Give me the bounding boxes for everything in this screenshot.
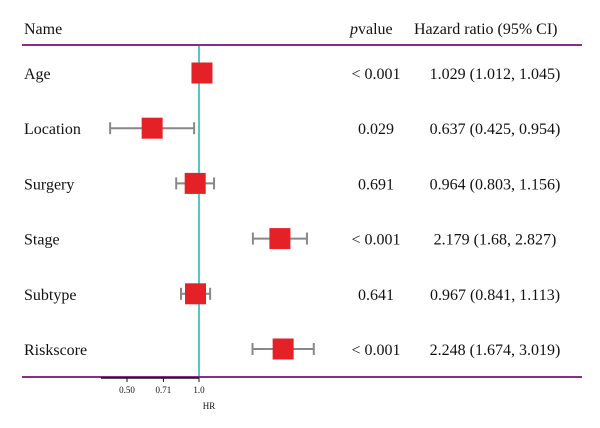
row-riskscore: Riskscore < 0.001 2.248 (1.674, 3.019) bbox=[24, 338, 561, 360]
row-pvalue: 0.641 bbox=[358, 287, 394, 304]
row-pvalue: 0.029 bbox=[358, 121, 394, 138]
row-pvalue: < 0.001 bbox=[351, 342, 400, 359]
header-name: Name bbox=[24, 21, 62, 38]
rows-group: Age < 0.001 1.029 (1.012, 1.045) Location 0.… bbox=[24, 62, 561, 360]
row-hazard-ratio: 0.967 (0.841, 1.113) bbox=[430, 287, 560, 304]
row-name: Stage bbox=[24, 232, 60, 249]
hr-marker bbox=[269, 228, 291, 250]
row-surgery: Surgery 0.691 0.964 (0.803, 1.156) bbox=[24, 172, 561, 194]
row-hazard-ratio: 1.029 (1.012, 1.045) bbox=[430, 66, 561, 83]
row-subtype: Subtype 0.641 0.967 (0.841, 1.113) bbox=[24, 283, 560, 305]
x-axis-label: HR bbox=[203, 401, 216, 411]
hr-marker bbox=[191, 62, 213, 84]
x-tick-label: 0.50 bbox=[119, 385, 135, 395]
hr-marker bbox=[272, 338, 294, 360]
row-name: Riskscore bbox=[24, 342, 87, 359]
x-tick-label: 0.71 bbox=[156, 385, 172, 395]
row-age: Age < 0.001 1.029 (1.012, 1.045) bbox=[24, 62, 561, 84]
hr-marker bbox=[184, 172, 206, 194]
row-name: Subtype bbox=[24, 287, 76, 304]
row-hazard-ratio: 0.964 (0.803, 1.156) bbox=[430, 176, 561, 193]
header-hazard-ratio: Hazard ratio (95% CI) bbox=[414, 21, 558, 38]
row-name: Age bbox=[24, 66, 51, 83]
row-hazard-ratio: 0.637 (0.425, 0.954) bbox=[430, 121, 561, 138]
row-hazard-ratio: 2.248 (1.674, 3.019) bbox=[430, 342, 561, 359]
row-pvalue: 0.691 bbox=[358, 176, 394, 193]
hr-marker bbox=[141, 117, 163, 139]
row-name: Location bbox=[24, 121, 81, 138]
header-pvalue-rest: value bbox=[358, 21, 393, 38]
hr-marker bbox=[185, 283, 207, 305]
row-hazard-ratio: 2.179 (1.68, 2.827) bbox=[434, 232, 557, 249]
x-axis: 0.50 0.71 1.0 HR bbox=[101, 377, 216, 411]
header-pvalue: pvalue bbox=[349, 21, 393, 38]
header-pvalue-p: p bbox=[349, 21, 358, 38]
row-name: Surgery bbox=[24, 176, 74, 193]
row-location: Location 0.029 0.637 (0.425, 0.954) bbox=[24, 117, 561, 139]
row-pvalue: < 0.001 bbox=[351, 232, 400, 249]
row-stage: Stage < 0.001 2.179 (1.68, 2.827) bbox=[24, 228, 557, 250]
row-pvalue: < 0.001 bbox=[351, 66, 400, 83]
x-tick-label: 1.0 bbox=[193, 385, 205, 395]
